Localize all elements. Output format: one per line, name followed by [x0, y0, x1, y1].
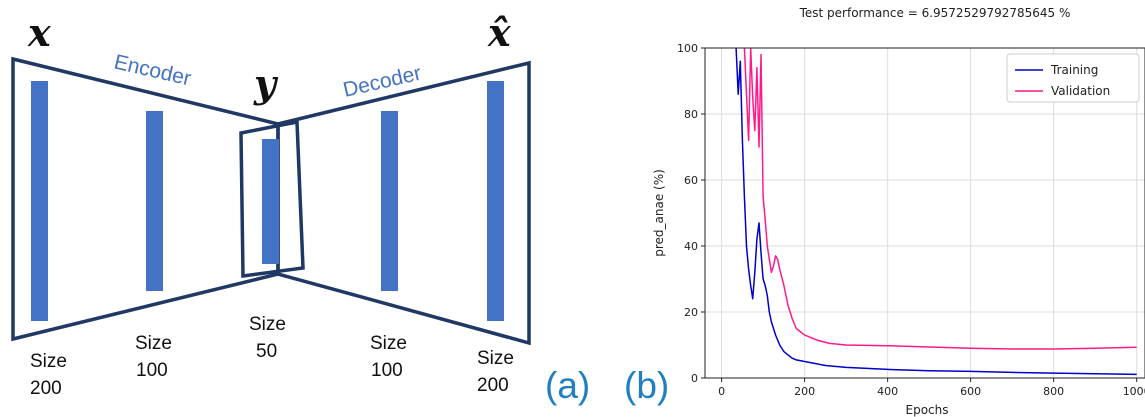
x-tick-label: 0 [718, 385, 725, 398]
layer-bar-input [31, 81, 48, 321]
output-symbol: x̂ [487, 10, 512, 55]
x-tick-label: 800 [1043, 385, 1064, 398]
training-curve-chart: (b) Test performance = 6.957252979278564… [624, 6, 1145, 417]
encoder-outline [11, 56, 280, 342]
input-symbol: x [27, 10, 52, 55]
y-tick-label: 0 [691, 372, 698, 385]
x-tick-label: 600 [960, 385, 981, 398]
autoencoder-diagram: x y x̂ Encoder Decoder Size 200 Size 100… [11, 10, 590, 406]
size-value-output: 200 [477, 375, 509, 396]
x-axis-label: Epochs [906, 403, 949, 417]
y-axis-label: pred_anae (%) [652, 169, 666, 257]
decoder-label: Decoder [341, 62, 424, 102]
size-word-output: Size [477, 348, 514, 369]
panel-label-b: (b) [624, 365, 669, 406]
y-tick-label: 20 [684, 306, 698, 319]
size-word-encoder-hidden: Size [135, 333, 172, 354]
legend: Training Validation [1006, 53, 1140, 103]
legend-label-training: Training [1050, 63, 1098, 77]
legend-box [1006, 53, 1140, 103]
y-tick-label: 80 [684, 108, 698, 121]
size-value-decoder-hidden: 100 [371, 360, 403, 381]
x-tick-label: 400 [877, 385, 898, 398]
y-tick-label: 40 [684, 240, 698, 253]
plot-frame [704, 47, 1145, 379]
series-line-training [735, 48, 1137, 376]
legend-label-validation: Validation [1051, 84, 1110, 98]
y-tick-label: 60 [684, 174, 698, 187]
y-tick-label: 100 [677, 42, 698, 55]
size-value-latent: 50 [256, 341, 277, 362]
size-word-input: Size [30, 351, 67, 372]
layer-bar-decoder-hidden [381, 111, 398, 291]
size-value-input: 200 [30, 378, 62, 399]
layer-bar-output [487, 81, 504, 321]
size-word-latent: Size [249, 314, 286, 335]
chart-title: Test performance = 6.9572529792785645 % [799, 6, 1071, 20]
series-lines [735, 48, 1137, 376]
size-value-encoder-hidden: 100 [136, 360, 168, 381]
panel-label-a: (a) [545, 365, 590, 406]
layer-bar-encoder-hidden [146, 111, 163, 291]
latent-box [239, 119, 305, 278]
size-word-decoder-hidden: Size [370, 333, 407, 354]
latent-symbol: y [253, 61, 279, 106]
series-line-validation [743, 48, 1137, 350]
layer-bar-latent [262, 139, 279, 264]
x-tick-label: 200 [794, 385, 815, 398]
